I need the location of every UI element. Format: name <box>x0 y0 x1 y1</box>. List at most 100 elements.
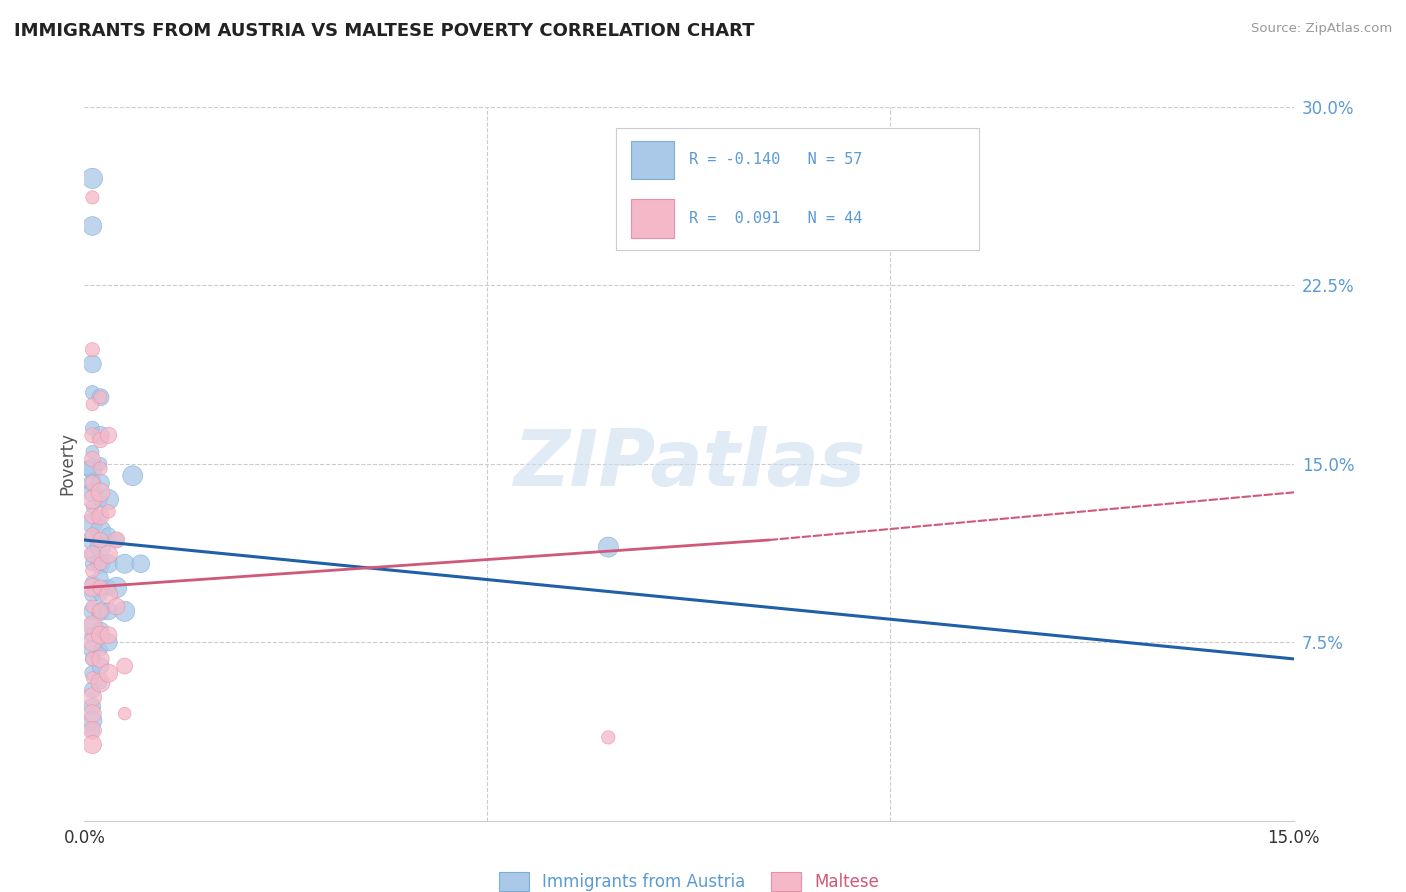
Point <box>82 714 104 728</box>
Point <box>82 509 104 524</box>
Point <box>82 452 104 467</box>
Point <box>97 428 120 442</box>
Point <box>89 475 111 490</box>
Point <box>82 604 104 618</box>
Point <box>89 675 111 690</box>
Point <box>97 628 120 642</box>
Point <box>89 557 111 571</box>
Point <box>82 690 104 704</box>
Point <box>105 581 128 595</box>
Point <box>97 528 120 542</box>
Point <box>82 581 104 595</box>
Point <box>89 581 111 595</box>
Point <box>82 547 104 561</box>
Point <box>82 618 104 632</box>
Point <box>89 457 111 471</box>
Point <box>114 557 136 571</box>
Point <box>82 500 104 514</box>
Point <box>97 547 120 561</box>
Point <box>82 618 104 632</box>
Point <box>82 516 104 531</box>
Point <box>89 492 111 507</box>
Point <box>89 540 111 554</box>
Point <box>89 390 111 404</box>
Point <box>97 604 120 618</box>
Point <box>82 682 104 697</box>
Point <box>82 485 104 500</box>
Point <box>105 533 128 547</box>
Point <box>97 581 120 595</box>
Text: IMMIGRANTS FROM AUSTRIA VS MALTESE POVERTY CORRELATION CHART: IMMIGRANTS FROM AUSTRIA VS MALTESE POVER… <box>14 22 755 40</box>
Point <box>82 421 104 435</box>
Legend: Immigrants from Austria, Maltese: Immigrants from Austria, Maltese <box>499 871 879 891</box>
Point <box>82 343 104 357</box>
Point <box>89 509 111 524</box>
Point <box>89 675 111 690</box>
Point <box>82 547 104 561</box>
Point <box>82 652 104 666</box>
Point <box>82 528 104 542</box>
Point <box>89 628 111 642</box>
Point <box>82 666 104 681</box>
Point <box>89 524 111 538</box>
Point <box>114 604 136 618</box>
Text: Source: ZipAtlas.com: Source: ZipAtlas.com <box>1251 22 1392 36</box>
Point <box>82 190 104 204</box>
Point <box>598 731 620 745</box>
Point <box>89 533 111 547</box>
Point <box>89 571 111 585</box>
Point <box>82 706 104 721</box>
Point <box>82 219 104 233</box>
Y-axis label: Poverty: Poverty <box>58 433 76 495</box>
Point <box>89 428 111 442</box>
Point <box>82 575 104 590</box>
Point <box>82 445 104 459</box>
Point <box>89 557 111 571</box>
Point <box>82 738 104 752</box>
Point <box>82 671 104 685</box>
Point <box>82 397 104 411</box>
Point <box>97 557 120 571</box>
Point <box>82 652 104 666</box>
Point <box>114 706 136 721</box>
Point <box>89 642 111 657</box>
Point <box>82 635 104 649</box>
Point <box>598 540 620 554</box>
Point <box>82 475 104 490</box>
Point <box>82 171 104 186</box>
Point <box>82 628 104 642</box>
Point <box>89 604 111 618</box>
Point <box>89 624 111 638</box>
Point <box>77 461 100 475</box>
Text: ZIPatlas: ZIPatlas <box>513 425 865 502</box>
Point <box>89 604 111 618</box>
Point <box>82 385 104 400</box>
Point <box>97 588 120 602</box>
Point <box>82 642 104 657</box>
Point <box>121 468 143 483</box>
Point <box>82 723 104 738</box>
Point <box>89 433 111 447</box>
Point <box>89 588 111 602</box>
Point <box>82 564 104 578</box>
Point <box>97 504 120 518</box>
Point <box>82 475 104 490</box>
Point <box>89 390 111 404</box>
Point <box>82 599 104 614</box>
Point <box>82 557 104 571</box>
Point <box>89 659 111 673</box>
Point <box>89 485 111 500</box>
Point <box>114 659 136 673</box>
Point <box>97 635 120 649</box>
Point <box>82 492 104 507</box>
Point <box>97 492 120 507</box>
Point <box>89 509 111 524</box>
Point <box>82 699 104 714</box>
Point <box>82 533 104 547</box>
Point <box>82 428 104 442</box>
Point <box>97 666 120 681</box>
Point <box>89 652 111 666</box>
Point <box>105 599 128 614</box>
Point <box>82 461 104 475</box>
Point <box>82 357 104 371</box>
